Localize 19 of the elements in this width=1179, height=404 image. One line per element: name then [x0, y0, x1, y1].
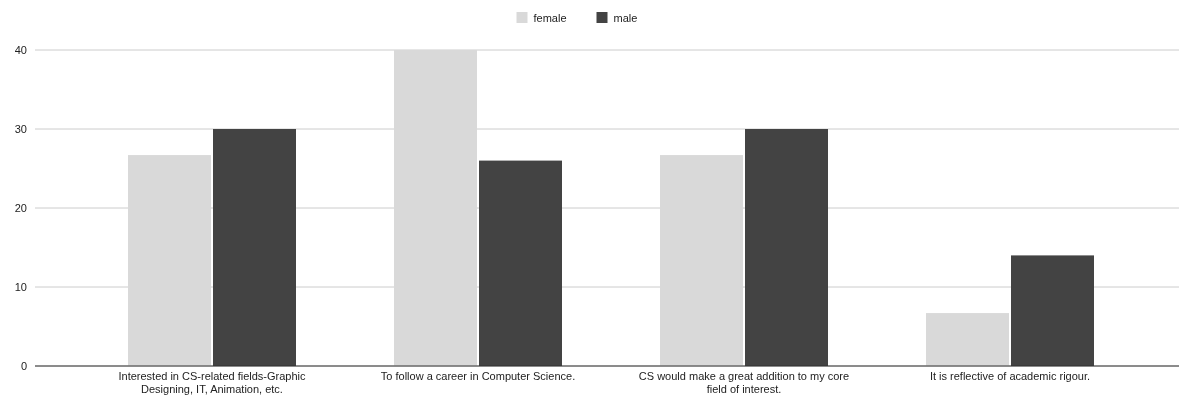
bar [479, 160, 562, 366]
y-tick-label: 30 [14, 122, 27, 135]
y-tick-label: 20 [14, 201, 27, 214]
x-tick-label: Interested in CS-related fields-Graphic Designing, IT, Animation, etc. [118, 370, 307, 395]
x-tick-label: CS would make a great addition to my core field of interest. [638, 370, 850, 395]
bar [213, 129, 296, 366]
bar [128, 155, 211, 366]
x-tick-label: It is reflective of academic rigour. [929, 370, 1091, 382]
bar [660, 155, 743, 366]
legend-label: male [613, 11, 638, 24]
legend-label: female [533, 11, 567, 24]
x-tick-label: To follow a career in Computer Science. [380, 370, 576, 382]
y-tick-label: 0 [20, 359, 27, 372]
bar [1011, 255, 1094, 366]
bar [745, 129, 828, 366]
y-tick-label: 40 [14, 43, 27, 56]
y-tick-label: 10 [14, 280, 27, 293]
bar [926, 313, 1009, 366]
bar [394, 50, 477, 366]
